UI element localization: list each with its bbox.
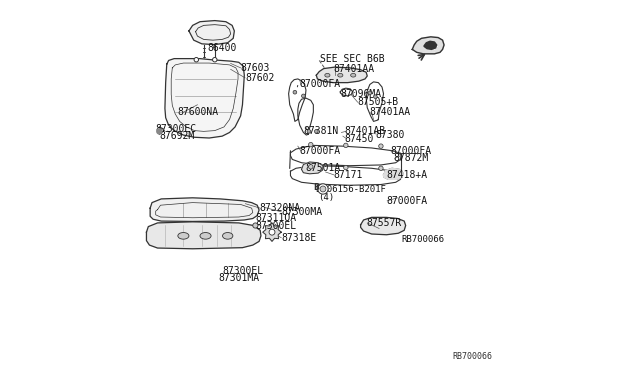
Text: RB700066: RB700066 bbox=[452, 352, 493, 361]
Text: 87450: 87450 bbox=[344, 134, 373, 144]
Text: 87311QA: 87311QA bbox=[255, 212, 296, 222]
Text: 87418+A: 87418+A bbox=[387, 170, 428, 180]
Circle shape bbox=[307, 129, 311, 133]
Circle shape bbox=[308, 164, 313, 169]
Text: 87602: 87602 bbox=[245, 73, 275, 83]
Circle shape bbox=[253, 223, 258, 228]
Text: 87096MA: 87096MA bbox=[340, 89, 381, 99]
Text: 87401AB: 87401AB bbox=[344, 126, 385, 137]
Text: 87000FA: 87000FA bbox=[390, 146, 431, 156]
Circle shape bbox=[320, 186, 326, 192]
Text: 87501A: 87501A bbox=[305, 163, 340, 173]
Text: 87600NA: 87600NA bbox=[178, 107, 219, 117]
Polygon shape bbox=[189, 20, 234, 45]
Circle shape bbox=[157, 129, 162, 134]
Text: 87000FA: 87000FA bbox=[387, 196, 428, 206]
Text: 87381N: 87381N bbox=[303, 126, 339, 137]
Text: 87171: 87171 bbox=[333, 170, 362, 180]
Text: 87320NA: 87320NA bbox=[259, 203, 300, 213]
Polygon shape bbox=[383, 168, 403, 179]
Text: 87318E: 87318E bbox=[281, 233, 317, 243]
Polygon shape bbox=[165, 59, 244, 138]
Text: 87692M: 87692M bbox=[159, 131, 195, 141]
Text: 87603: 87603 bbox=[241, 63, 270, 73]
Text: B 06156-B201F: B 06156-B201F bbox=[316, 185, 386, 194]
Circle shape bbox=[344, 165, 348, 170]
Text: 87380: 87380 bbox=[376, 130, 404, 140]
Text: 87401AA: 87401AA bbox=[370, 107, 411, 117]
Polygon shape bbox=[301, 162, 323, 174]
Text: 86400: 86400 bbox=[207, 42, 237, 52]
Circle shape bbox=[368, 91, 372, 95]
Polygon shape bbox=[316, 67, 367, 83]
Circle shape bbox=[314, 129, 318, 133]
Text: 87505+B: 87505+B bbox=[357, 97, 398, 107]
Ellipse shape bbox=[351, 73, 356, 77]
Circle shape bbox=[301, 94, 305, 98]
Ellipse shape bbox=[324, 73, 330, 77]
Text: 87300MA: 87300MA bbox=[281, 207, 323, 217]
Circle shape bbox=[379, 144, 383, 148]
Text: 87300EC: 87300EC bbox=[156, 124, 197, 134]
Circle shape bbox=[293, 90, 297, 94]
Text: 87300EL: 87300EL bbox=[222, 266, 263, 276]
Text: (4): (4) bbox=[318, 193, 334, 202]
Polygon shape bbox=[412, 37, 444, 54]
Text: 87000FA: 87000FA bbox=[300, 80, 341, 89]
Polygon shape bbox=[360, 217, 406, 235]
Circle shape bbox=[379, 166, 383, 170]
Ellipse shape bbox=[200, 232, 211, 239]
Polygon shape bbox=[147, 222, 261, 249]
Circle shape bbox=[318, 184, 328, 194]
Text: 87557R: 87557R bbox=[366, 218, 401, 228]
Text: 87872M: 87872M bbox=[394, 153, 429, 163]
Circle shape bbox=[344, 143, 348, 148]
Circle shape bbox=[212, 58, 217, 62]
Polygon shape bbox=[150, 198, 259, 221]
Ellipse shape bbox=[338, 73, 343, 77]
Text: RB700066: RB700066 bbox=[401, 235, 444, 244]
Text: 87301MA: 87301MA bbox=[218, 273, 260, 283]
Text: SEE SEC B6B: SEE SEC B6B bbox=[320, 54, 385, 64]
Polygon shape bbox=[263, 223, 281, 241]
Circle shape bbox=[269, 229, 275, 235]
Circle shape bbox=[374, 95, 377, 99]
Ellipse shape bbox=[223, 232, 233, 239]
Polygon shape bbox=[424, 41, 436, 49]
Circle shape bbox=[194, 58, 198, 62]
Circle shape bbox=[308, 142, 313, 147]
Text: 87300EL: 87300EL bbox=[255, 221, 296, 231]
Text: 87000FA: 87000FA bbox=[300, 146, 341, 156]
Ellipse shape bbox=[178, 232, 189, 239]
Text: B: B bbox=[314, 183, 319, 192]
Text: 87401AA: 87401AA bbox=[333, 64, 374, 74]
